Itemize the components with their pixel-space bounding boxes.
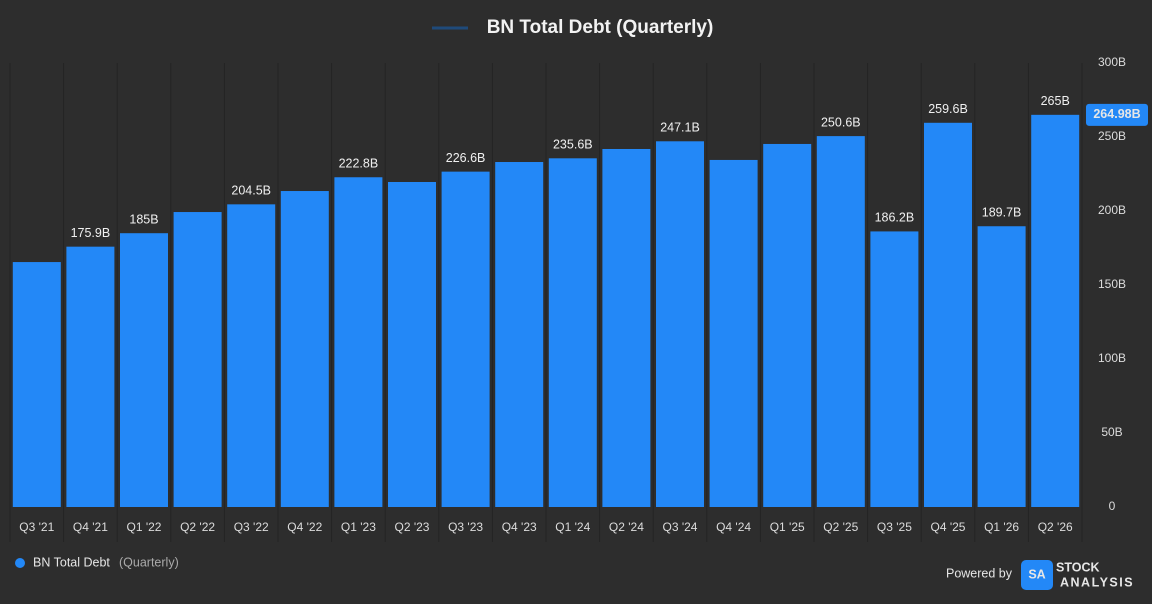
brand-sub: ANALYSIS <box>1060 575 1134 589</box>
bar <box>870 231 919 507</box>
bar <box>66 246 115 507</box>
logo-box <box>1021 560 1053 590</box>
y-tick-label: 300B <box>1098 55 1126 69</box>
x-tick-label: Q1 '24 <box>555 520 590 534</box>
brand-name: STOCK <box>1056 560 1100 574</box>
bar <box>12 262 61 507</box>
value-label: 186.2B <box>875 211 915 225</box>
bar <box>441 171 490 507</box>
powered-by: Powered by <box>946 566 1013 580</box>
x-tick-label: Q3 '24 <box>663 520 698 534</box>
x-tick-label: Q3 '25 <box>877 520 912 534</box>
bar <box>763 143 812 507</box>
bar <box>602 148 651 507</box>
x-tick-label: Q3 '23 <box>448 520 483 534</box>
bar <box>334 177 383 508</box>
bar <box>548 158 597 507</box>
bar <box>656 141 704 508</box>
value-label: 226.6B <box>446 151 486 165</box>
x-tick-label: Q2 '26 <box>1038 520 1073 534</box>
bar <box>173 212 222 507</box>
value-label: 185B <box>129 212 158 226</box>
bar <box>709 159 758 507</box>
bar <box>495 162 544 507</box>
legend-suffix: (Quarterly) <box>119 555 179 569</box>
x-tick-label: Q2 '25 <box>823 520 858 534</box>
y-tick-label: 200B <box>1098 203 1126 217</box>
x-tick-label: Q1 '23 <box>341 520 376 534</box>
last-value-badge <box>1086 103 1148 126</box>
x-tick-label: Q4 '25 <box>931 520 966 534</box>
y-tick-label: 150B <box>1098 277 1126 291</box>
x-tick-label: Q2 '22 <box>180 520 215 534</box>
bar <box>120 233 168 507</box>
x-tick-label: Q4 '24 <box>716 520 751 534</box>
x-tick-label: Q4 '23 <box>502 520 537 534</box>
y-tick-label: 0 <box>1109 499 1116 513</box>
value-label: 265B <box>1041 94 1070 108</box>
x-tick-label: Q1 '25 <box>770 520 805 534</box>
value-label: 247.1B <box>660 121 700 135</box>
bar <box>1031 114 1080 508</box>
y-tick-label: 100B <box>1098 351 1126 365</box>
value-label: 235.6B <box>553 138 593 152</box>
x-tick-label: Q1 '26 <box>984 520 1019 534</box>
x-tick-label: Q4 '22 <box>287 520 322 534</box>
bar <box>977 226 1026 507</box>
value-label: 250.6B <box>821 115 861 129</box>
bar <box>227 204 276 507</box>
value-label: 259.6B <box>928 102 968 116</box>
x-tick-label: Q3 '21 <box>19 520 54 534</box>
value-label: 204.5B <box>231 184 271 198</box>
legend-label: BN Total Debt <box>33 555 110 569</box>
bar <box>924 122 972 508</box>
value-label: 189.7B <box>982 206 1022 220</box>
bar <box>816 136 865 507</box>
value-label: 222.8B <box>339 157 379 171</box>
x-tick-label: Q2 '24 <box>609 520 644 534</box>
bar <box>388 181 436 507</box>
x-tick-label: Q2 '23 <box>395 520 430 534</box>
legend-swatch <box>15 558 25 568</box>
y-tick-label: 50B <box>1101 425 1122 439</box>
bar <box>280 191 329 507</box>
x-tick-label: Q1 '22 <box>127 520 162 534</box>
y-tick-label: 250B <box>1098 129 1126 143</box>
x-tick-label: Q4 '21 <box>73 520 108 534</box>
logo-text: SA <box>1028 567 1045 581</box>
x-tick-label: Q3 '22 <box>234 520 269 534</box>
last-value-label: 264.98B <box>1093 107 1140 121</box>
chart-title: BN Total Debt (Quarterly) <box>487 17 714 38</box>
value-label: 175.9B <box>71 226 111 240</box>
